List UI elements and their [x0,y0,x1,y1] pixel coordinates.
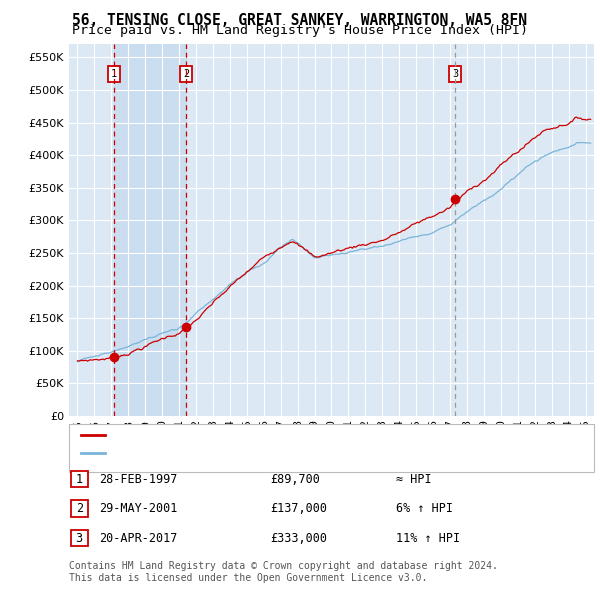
Text: HPI: Average price, detached house, Warrington: HPI: Average price, detached house, Warr… [109,448,420,458]
Text: 2: 2 [76,502,83,515]
Text: £137,000: £137,000 [270,502,327,515]
Bar [114,44,186,416]
Text: 3: 3 [76,532,83,545]
Text: 1: 1 [111,68,117,78]
Text: 1: 1 [76,473,83,486]
Text: 29-MAY-2001: 29-MAY-2001 [100,502,178,515]
Text: 11% ↑ HPI: 11% ↑ HPI [396,532,460,545]
Text: 56, TENSING CLOSE, GREAT SANKEY, WARRINGTON, WA5 8FN: 56, TENSING CLOSE, GREAT SANKEY, WARRING… [73,13,527,28]
Text: 28-FEB-1997: 28-FEB-1997 [100,473,178,486]
Text: ≈ HPI: ≈ HPI [396,473,431,486]
Text: 20-APR-2017: 20-APR-2017 [100,532,178,545]
Text: Contains HM Land Registry data © Crown copyright and database right 2024.
This d: Contains HM Land Registry data © Crown c… [69,561,498,583]
Text: 56, TENSING CLOSE, GREAT SANKEY, WARRINGTON, WA5 8FN (detached house): 56, TENSING CLOSE, GREAT SANKEY, WARRING… [109,431,575,440]
Text: 6% ↑ HPI: 6% ↑ HPI [396,502,453,515]
Text: Price paid vs. HM Land Registry's House Price Index (HPI): Price paid vs. HM Land Registry's House … [72,24,528,37]
Text: £89,700: £89,700 [270,473,320,486]
Text: 3: 3 [452,68,458,78]
Text: £333,000: £333,000 [270,532,327,545]
Text: 2: 2 [183,68,189,78]
